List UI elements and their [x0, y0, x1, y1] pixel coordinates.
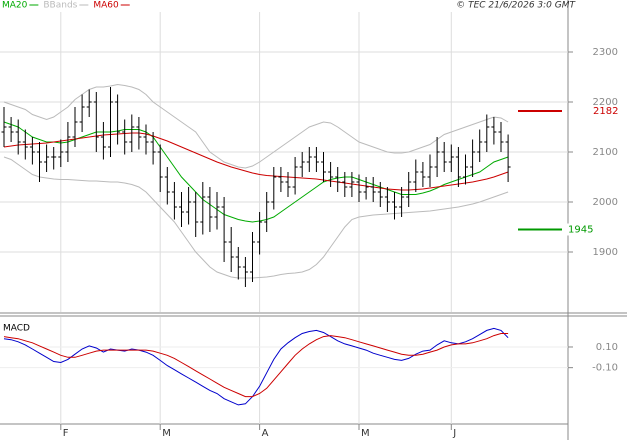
y-tick-label: 2300: [593, 47, 618, 58]
macd-line: [3, 327, 509, 406]
credit: © TEC 21/6/2026 3:0 GMT: [456, 1, 576, 11]
x-tick-label: M: [361, 428, 370, 439]
macd-line: [3, 333, 509, 398]
legend-label: MA20: [2, 1, 28, 11]
y-tick-label: 2100: [593, 147, 618, 158]
x-tick-label: J: [452, 428, 456, 439]
y-tick-label: 2200: [593, 97, 618, 108]
level-label-bg: [590, 105, 618, 117]
x-tick-label: F: [63, 428, 69, 439]
legend-label: MA60: [93, 1, 119, 11]
legend-label: BBands: [43, 1, 77, 11]
moving-average: [3, 121, 509, 223]
bband-lower: [3, 156, 509, 279]
y-tick-label: 0.10: [596, 342, 618, 353]
x-tick-label: M: [162, 428, 171, 439]
y-tick-label: -0.10: [592, 363, 618, 374]
moving-average: [3, 132, 509, 191]
y-tick-label: 2000: [593, 197, 618, 208]
level-label-bg: [567, 223, 595, 236]
level-label: 2182: [593, 106, 618, 117]
panel-title: MACD: [3, 324, 30, 334]
x-tick-label: A: [262, 428, 269, 439]
y-tick-label: 1900: [593, 247, 618, 258]
level-label: 1945: [568, 225, 593, 236]
bband-upper: [3, 83, 509, 169]
